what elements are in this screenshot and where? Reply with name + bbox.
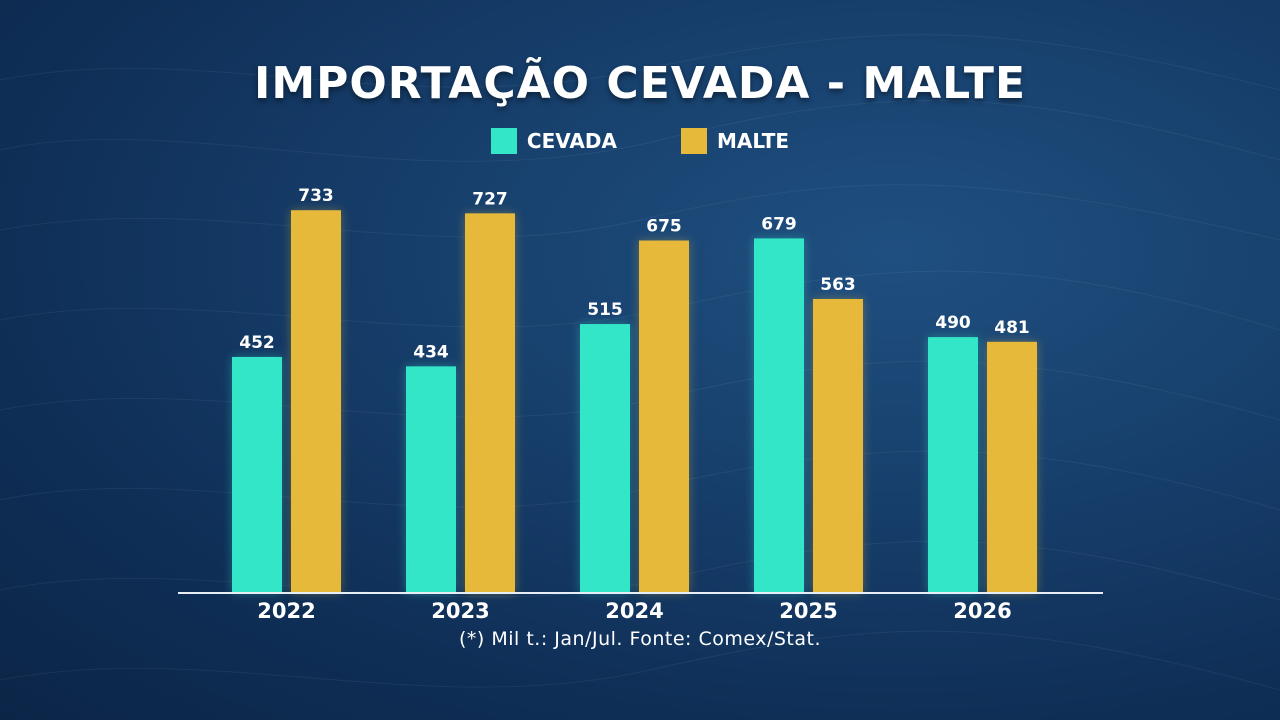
data-label-cevada-2026: 490: [935, 313, 971, 333]
x-tick-label-2025: 2025: [779, 599, 837, 623]
legend-swatch-malte: [680, 128, 707, 154]
legend-label-malte: MALTE: [716, 129, 790, 153]
chart-title: IMPORTAÇÃO CEVADA - MALTE: [253, 58, 1027, 109]
footnote: (*) Mil t.: Jan/Jul. Fonte: Comex/Stat.: [458, 628, 822, 650]
bar-cevada-2026: [928, 337, 978, 593]
data-label-malte-2022: 733: [298, 186, 334, 206]
data-label-malte-2025: 563: [820, 275, 856, 295]
data-label-cevada-2022: 452: [239, 333, 275, 353]
bar-cevada-2024: [580, 324, 630, 593]
x-tick-label-2023: 2023: [431, 599, 489, 623]
bar-malte-2024: [639, 240, 689, 593]
legend-swatch-cevada: [490, 128, 517, 154]
bar-malte-2026: [987, 341, 1037, 593]
legend-item-cevada: CEVADA: [490, 128, 617, 154]
bar-malte-2023: [465, 213, 515, 593]
data-label-malte-2023: 727: [472, 189, 508, 209]
data-label-malte-2024: 675: [646, 217, 682, 237]
x-tick-label-2026: 2026: [953, 599, 1011, 623]
bar-cevada-2022: [232, 356, 282, 593]
legend-item-malte: MALTE: [680, 128, 790, 154]
data-label-cevada-2025: 679: [761, 214, 797, 234]
bar-malte-2022: [291, 210, 341, 593]
bar-cevada-2025: [754, 238, 804, 593]
bar-cevada-2023: [406, 366, 456, 593]
legend: CEVADA MALTE: [0, 128, 1280, 154]
data-label-cevada-2023: 434: [413, 342, 449, 362]
bar-malte-2025: [813, 298, 863, 593]
x-tick-label-2024: 2024: [605, 599, 663, 623]
legend-label-cevada: CEVADA: [526, 129, 617, 153]
data-label-cevada-2024: 515: [587, 300, 623, 320]
data-label-malte-2026: 481: [994, 318, 1030, 338]
x-tick-label-2022: 2022: [257, 599, 315, 623]
